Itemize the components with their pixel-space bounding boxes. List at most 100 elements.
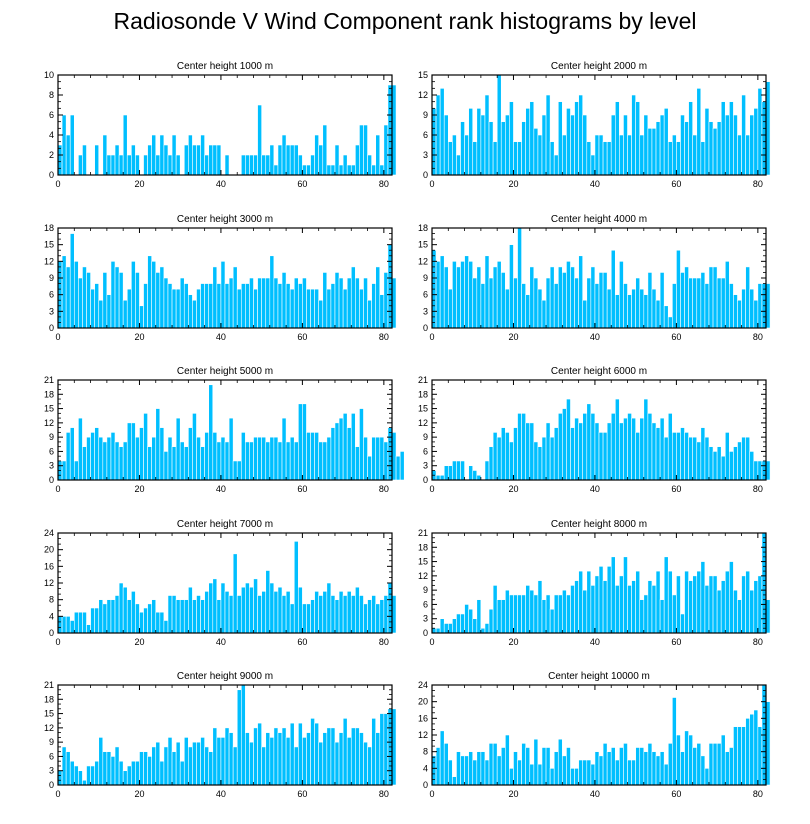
x-tick-label: 60 — [297, 484, 307, 494]
histogram-bar — [667, 743, 673, 786]
histogram-bar — [159, 427, 165, 481]
histogram-bar — [623, 556, 628, 634]
histogram-bar — [196, 144, 201, 176]
histogram-bar — [480, 751, 486, 786]
y-tick-label: 4 — [49, 611, 54, 621]
histogram-panel-8: Center height 8000 m 0 3 6 9 12 15 18 21 0 20 40 60 8… — [418, 519, 771, 647]
panel-title: Center height 2000 m — [551, 61, 647, 72]
histogram-bar — [399, 451, 405, 481]
histogram-bar — [179, 599, 185, 634]
histogram-bar — [188, 134, 193, 176]
histogram-bar — [159, 760, 165, 786]
histogram-bar — [456, 154, 461, 176]
histogram-bar — [639, 417, 645, 481]
histogram-bar — [464, 755, 469, 786]
y-tick-label: 12 — [418, 90, 428, 100]
histogram-panel-2: Center height 2000 m 0 3 6 9 12 15 0 20 40 60 80 — [418, 61, 771, 189]
histogram-bar — [537, 134, 543, 176]
histogram-bar — [65, 134, 71, 176]
plot-frame — [431, 74, 767, 176]
histogram-bar — [716, 446, 722, 481]
histogram-bar — [171, 751, 177, 786]
histogram-bar — [643, 294, 649, 329]
histogram-bar — [302, 603, 307, 634]
histogram-bar — [566, 594, 571, 634]
histogram-bar — [692, 436, 698, 481]
histogram-bar — [224, 591, 230, 634]
histogram-bar — [118, 446, 124, 481]
histogram-bar — [704, 108, 710, 176]
histogram-bar — [488, 446, 494, 481]
histogram-bar — [118, 582, 124, 634]
histogram-bar — [131, 144, 136, 176]
histogram-bar — [753, 108, 759, 176]
histogram-bar — [322, 591, 328, 634]
histogram-bar — [383, 595, 389, 634]
histogram-bar — [533, 128, 539, 176]
histogram-bar — [692, 575, 698, 634]
histogram-bar — [387, 427, 393, 481]
histogram-bar — [228, 732, 234, 786]
y-tick-label: 6 — [49, 446, 54, 456]
plot-frame — [57, 684, 393, 786]
y-tick-label: 12 — [418, 730, 428, 740]
histogram-bar — [118, 760, 124, 786]
histogram-bar — [452, 618, 457, 634]
histogram-bar — [631, 288, 636, 329]
y-tick-label: 9 — [49, 432, 54, 442]
histogram-bar — [749, 114, 755, 176]
histogram-bar — [500, 427, 506, 481]
histogram-bar — [183, 144, 189, 176]
histogram-bar — [318, 741, 324, 786]
histogram-bar — [500, 272, 506, 329]
x-tick-label: 80 — [753, 637, 763, 647]
histogram-bar — [529, 589, 535, 634]
y-tick-label: 9 — [423, 432, 428, 442]
histogram-bar — [680, 114, 685, 176]
histogram-bar — [598, 272, 604, 329]
histogram-bar — [610, 249, 616, 329]
histogram-bar — [167, 737, 173, 786]
histogram-bar — [82, 611, 87, 634]
x-tick-label: 40 — [590, 637, 600, 647]
histogram-bar — [289, 436, 295, 481]
histogram-bar — [131, 261, 136, 329]
histogram-bar — [623, 743, 628, 786]
histogram-bar — [151, 599, 157, 634]
histogram-bar — [545, 594, 551, 634]
histogram-bar — [122, 770, 128, 786]
histogram-bar — [73, 611, 79, 634]
histogram-bar — [716, 121, 722, 176]
histogram-bar — [236, 689, 242, 786]
histogram-bar — [147, 144, 152, 176]
histogram-bar — [765, 81, 771, 176]
histogram-bar — [391, 432, 397, 481]
histogram-bar — [135, 603, 140, 634]
x-tick-label: 60 — [671, 789, 681, 799]
histogram-bar — [488, 743, 494, 786]
histogram-bar — [61, 255, 67, 329]
histogram-bar — [139, 751, 144, 786]
y-tick-label: 9 — [49, 737, 54, 747]
histogram-bar — [379, 294, 385, 329]
histogram-bar — [310, 288, 315, 329]
histogram-bar — [439, 730, 445, 786]
histogram-bar — [443, 266, 449, 329]
histogram-bar — [639, 599, 645, 634]
histogram-bar — [220, 582, 226, 634]
histogram-bar — [102, 603, 108, 634]
histogram-bar — [667, 316, 673, 329]
histogram-bar — [359, 595, 364, 634]
histogram-bar — [192, 299, 197, 329]
histogram-bar — [314, 432, 319, 481]
histogram-bar — [476, 599, 482, 634]
histogram-bar — [472, 470, 478, 481]
histogram-bar — [651, 288, 657, 329]
histogram-bar — [171, 134, 177, 176]
histogram-bar — [700, 141, 706, 176]
histogram-bar — [651, 128, 657, 176]
histogram-bar — [171, 288, 177, 329]
histogram-bar — [183, 283, 189, 329]
x-tick-label: 40 — [216, 179, 226, 189]
y-tick-label: 3 — [49, 461, 54, 471]
